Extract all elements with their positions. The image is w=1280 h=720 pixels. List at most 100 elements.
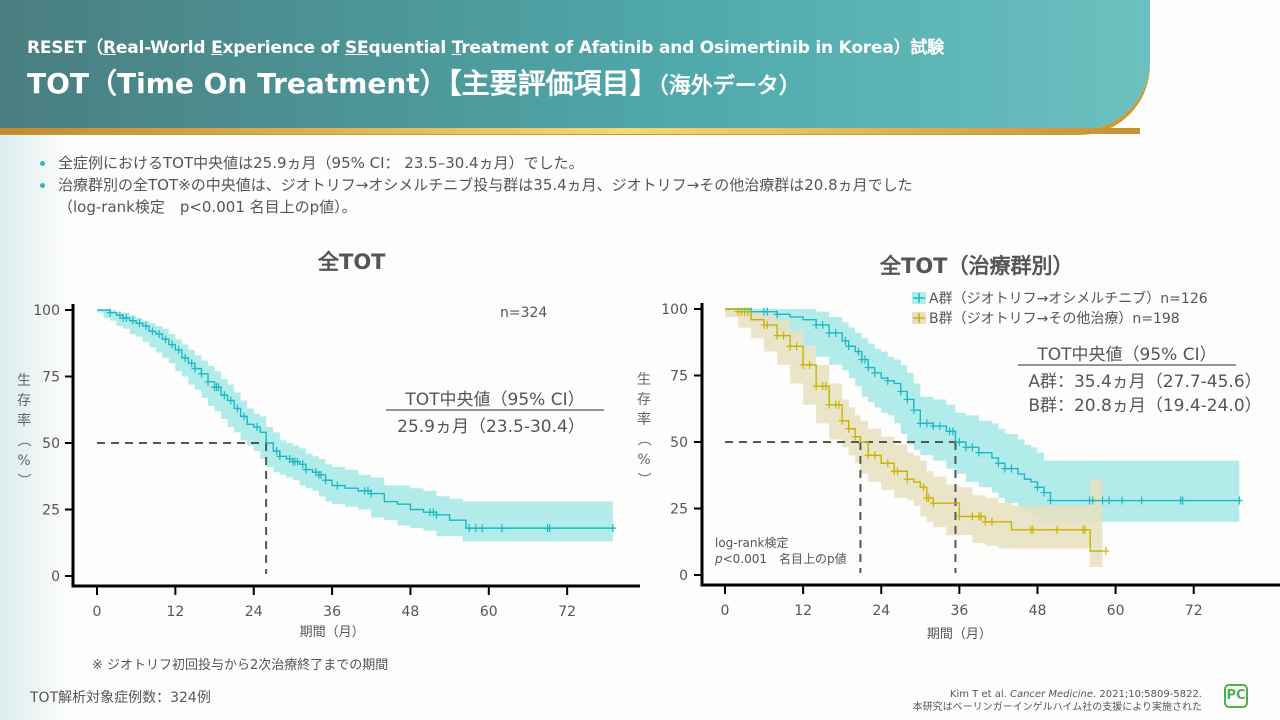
censor-mark	[433, 510, 441, 519]
x-tick-label: 24	[245, 604, 263, 620]
censor-mark	[472, 524, 480, 533]
censor-mark	[897, 387, 905, 396]
x-tick-label: 72	[1185, 603, 1203, 619]
y-tick-label: 0	[679, 568, 688, 584]
x-tick-label: 12	[166, 604, 184, 620]
censor-mark	[793, 342, 801, 351]
censor-mark	[851, 432, 859, 441]
censor-mark	[1029, 525, 1037, 534]
y-axis-label-char: %	[17, 453, 30, 469]
bullet-item: 全症例におけるTOT中央値は25.9ヵ月（95% CI： 23.5–30.4ヵ月…	[40, 152, 913, 174]
y-tick-label: 50	[42, 436, 60, 452]
legend-marker-icon-1	[913, 313, 925, 323]
censor-mark	[1105, 496, 1113, 505]
km-chart-overall: 0 25 50 75 100 0 12 24 36 48 60 72 期間（月） 生存率 （% ） n=324 T…	[15, 303, 640, 640]
censor-mark	[106, 308, 114, 317]
median-box-line: B群：20.8ヵ月（19.4-24.0）	[1028, 396, 1261, 416]
censor-mark	[799, 360, 807, 369]
logrank-annotation-line1: log-rank検定	[715, 535, 788, 550]
median-box-line: 25.9ヵ月（23.5-30.4）	[397, 417, 585, 437]
censor-mark	[1001, 464, 1009, 473]
censor-mark	[1138, 496, 1146, 505]
censor-mark	[923, 419, 931, 428]
censor-mark	[968, 443, 976, 452]
censor-mark	[894, 467, 902, 476]
censor-mark	[253, 423, 261, 432]
censor-mark	[871, 451, 879, 460]
censor-mark	[845, 424, 853, 433]
y-axis-label-char: （	[635, 432, 651, 446]
censor-mark	[812, 320, 820, 329]
censor-mark	[763, 307, 771, 316]
censor-mark	[276, 452, 284, 461]
censor-mark	[1047, 496, 1054, 505]
ci-band-A群	[725, 309, 1240, 522]
censor-mark	[135, 319, 143, 328]
left-gradient-decoration	[0, 130, 70, 720]
censor-mark	[233, 404, 241, 413]
censor-mark	[273, 446, 281, 455]
censor-mark	[129, 316, 137, 325]
y-tick-label: 25	[42, 503, 60, 519]
y-tick-label: 50	[670, 435, 688, 451]
censor-mark	[744, 307, 752, 316]
censor-mark	[920, 483, 928, 492]
censor-mark	[936, 422, 944, 431]
median-box-header: TOT中央値（95% CI）	[1036, 345, 1216, 365]
censor-mark	[825, 328, 833, 337]
censor-mark	[1099, 496, 1107, 505]
censor-mark	[910, 406, 918, 415]
censor-mark	[884, 376, 892, 385]
censor-mark	[916, 419, 924, 428]
censor-mark	[191, 364, 199, 373]
censor-mark	[175, 345, 183, 354]
y-tick-label: 100	[33, 303, 60, 319]
x-tick-label: 0	[93, 604, 102, 620]
x-tick-label: 60	[480, 604, 498, 620]
censor-mark	[763, 320, 771, 329]
y-axis-label-char: 生	[637, 372, 651, 388]
censor-mark	[835, 400, 843, 409]
censor-mark	[188, 359, 196, 368]
censor-mark	[197, 369, 205, 378]
censor-mark	[786, 342, 794, 351]
logrank-annotation-line2: p<0.001 名目上のp値	[714, 551, 847, 566]
censor-mark	[854, 347, 862, 356]
censor-mark	[988, 517, 996, 526]
x-tick-label: 48	[1029, 603, 1047, 619]
censor-mark	[929, 499, 937, 508]
censor-mark	[609, 524, 617, 533]
ci-band-全症例	[97, 310, 613, 542]
x-tick-label: 60	[1107, 603, 1125, 619]
pc-logo-icon: PC	[1224, 684, 1248, 708]
censor-mark	[773, 331, 781, 340]
x-tick-label: 36	[323, 604, 341, 620]
y-axis-label-char: 存	[17, 393, 31, 409]
censor-mark	[302, 465, 310, 474]
median-box-header: TOT中央値（95% CI）	[404, 390, 584, 410]
legend-marker-icon-0	[913, 293, 925, 303]
legend-label-1: B群（ジオトリフ→その他治療）n=198	[929, 310, 1180, 327]
y-tick-label: 75	[42, 370, 60, 386]
censor-mark	[871, 368, 879, 377]
censor-mark	[1179, 496, 1187, 505]
y-tick-label: 100	[661, 302, 688, 318]
censor-mark	[333, 481, 341, 490]
y-tick-label: 25	[670, 502, 688, 518]
censor-mark	[214, 383, 222, 392]
censor-mark	[832, 328, 840, 337]
censor-mark	[981, 517, 989, 526]
analysis-count: TOT解析対象症例数：324例	[30, 690, 211, 706]
y-tick-label: 75	[670, 369, 688, 385]
censor-mark	[1053, 525, 1061, 534]
censor-mark	[220, 391, 228, 400]
y-tick-label: 0	[51, 569, 60, 585]
censor-mark	[149, 327, 157, 336]
x-tick-label: 48	[402, 604, 420, 620]
x-tick-label: 0	[721, 603, 730, 619]
censor-mark	[977, 512, 985, 521]
censor-mark	[825, 400, 833, 409]
censor-mark	[293, 457, 301, 466]
censor-mark	[929, 422, 937, 431]
bullet-continuation: （log-rank検定 p<0.001 名目上のp値）。	[58, 198, 357, 216]
